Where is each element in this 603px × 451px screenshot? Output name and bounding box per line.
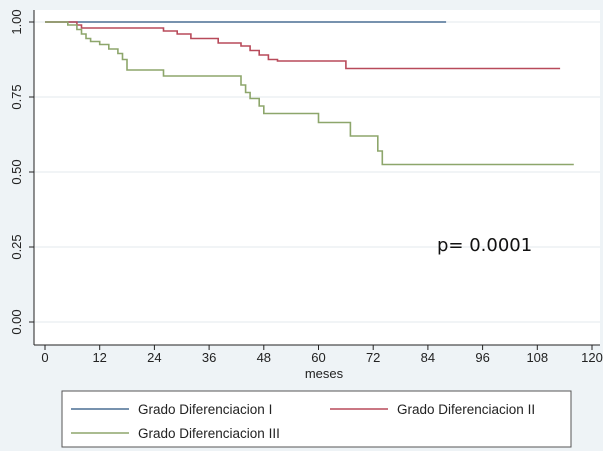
x-tick-label: 96 — [475, 350, 489, 365]
x-tick-label: 48 — [257, 350, 271, 365]
y-tick-label: 0.50 — [9, 159, 24, 184]
x-tick-label: 84 — [421, 350, 435, 365]
y-axis: 0.00 0.25 0.50 0.75 1.00 — [9, 9, 35, 345]
x-tick-label: 108 — [526, 350, 548, 365]
x-tick-label: 0 — [41, 350, 48, 365]
x-tick-label: 12 — [92, 350, 106, 365]
y-tick-label: 1.00 — [9, 9, 24, 34]
grid-lines — [34, 21, 600, 323]
series-line-3 — [45, 21, 574, 166]
legend: Grado Diferenciacion I Grado Diferenciaci… — [61, 390, 572, 448]
x-axis: 0 12 24 36 48 60 72 84 96 108 120 — [34, 344, 603, 365]
series-line-2 — [45, 21, 561, 70]
y-tick-label: 0.25 — [9, 234, 24, 259]
x-tick-label: 120 — [581, 350, 603, 365]
x-tick-label: 60 — [311, 350, 325, 365]
legend-label-2: Grado Diferenciacion II — [397, 402, 535, 417]
y-tick-label: 0.00 — [9, 309, 24, 334]
legend-box — [61, 390, 572, 448]
p-value-annotation: p= 0.0001 — [437, 235, 532, 256]
plot-area — [34, 10, 600, 345]
survival-curves — [45, 21, 574, 166]
x-tick-label: 36 — [202, 350, 216, 365]
legend-label-1: Grado Diferenciacion I — [138, 402, 272, 417]
legend-label-3: Grado Diferenciacion III — [138, 426, 280, 441]
y-tick-label: 0.75 — [9, 84, 24, 109]
x-axis-title: meses — [305, 366, 344, 381]
x-tick-label: 72 — [366, 350, 380, 365]
x-tick-label: 24 — [147, 350, 161, 365]
